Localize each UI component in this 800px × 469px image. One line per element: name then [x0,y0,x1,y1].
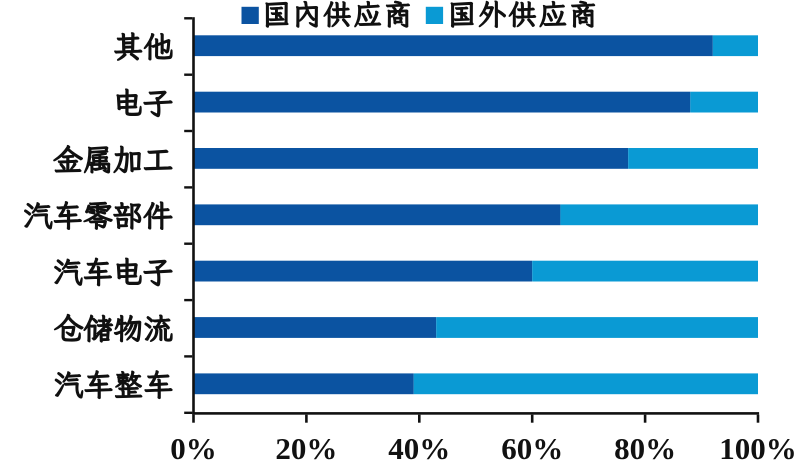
svg-text:60%: 60% [501,431,563,464]
svg-text:40%: 40% [388,431,450,464]
svg-text:100%: 100% [719,431,797,464]
svg-text:0%: 0% [170,431,217,464]
svg-text:80%: 80% [614,431,676,464]
svg-text:20%: 20% [275,431,337,464]
